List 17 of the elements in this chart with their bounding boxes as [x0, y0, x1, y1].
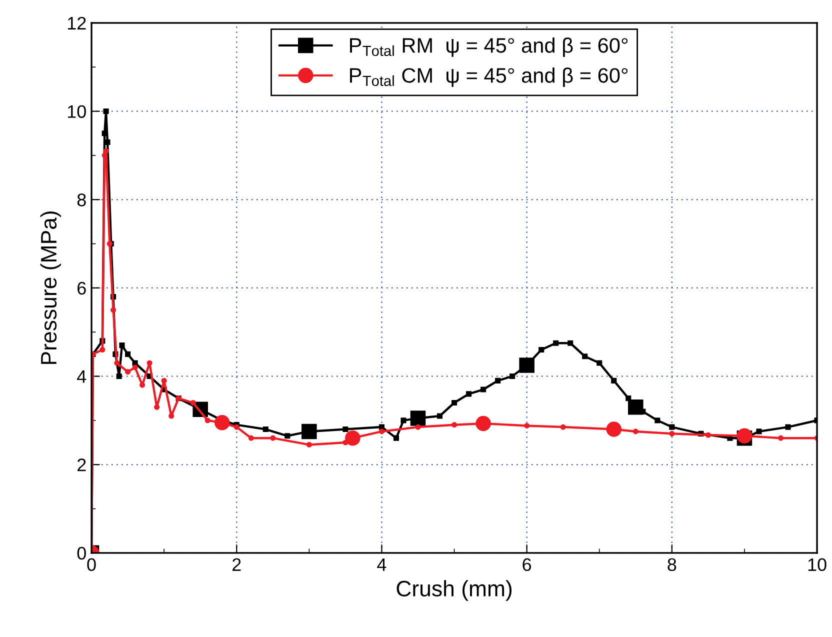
- x-tick-label: 0: [87, 558, 96, 572]
- x-axis-title: Crush (mm): [396, 580, 512, 601]
- x-tick-label: 8: [668, 558, 676, 572]
- y-axis-title: Pressure (MPa): [40, 212, 62, 364]
- y-tick-label: 8: [77, 194, 86, 206]
- y-tick-label: 10: [68, 105, 86, 118]
- y-tick-label: 2: [78, 458, 86, 472]
- x-tick-label: 4: [377, 558, 386, 571]
- x-tick-label: 6: [522, 558, 532, 572]
- legend-label: P$_{Total}$ CM ψ = 45° and β = 60°: [350, 68, 628, 87]
- y-tick-label: 0: [77, 546, 86, 560]
- y-tick-label: 4: [77, 370, 86, 383]
- x-tick-label: 2: [232, 558, 241, 571]
- x-tick-label: 10: [808, 558, 826, 572]
- legend-label: P$_{Total}$ RM ψ = 45° and β = 60°: [350, 38, 628, 57]
- y-tick-label: 12: [68, 16, 86, 30]
- y-tick-label: 6: [78, 282, 86, 295]
